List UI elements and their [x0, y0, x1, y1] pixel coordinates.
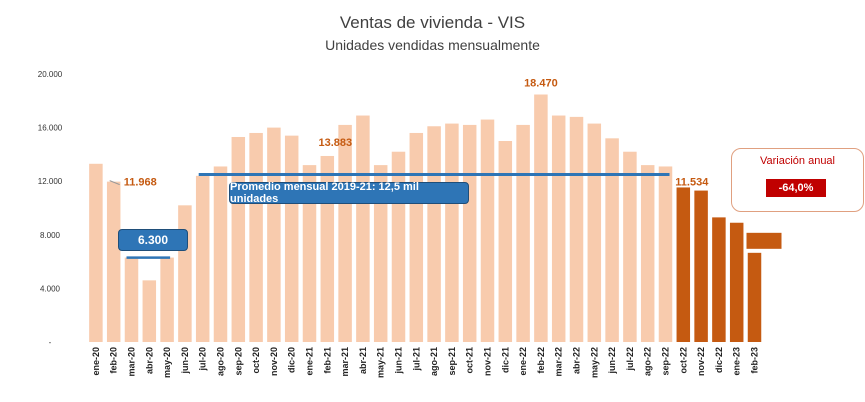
bar — [551, 115, 566, 342]
y-tick-label: 12.000 — [38, 177, 63, 186]
y-tick-label: 20.000 — [38, 70, 63, 79]
bar — [195, 175, 210, 342]
bar — [373, 165, 388, 342]
x-tick-label: sep-22 — [661, 347, 671, 376]
x-tick-label: ene-22 — [518, 347, 528, 376]
x-tick-label: nov-22 — [696, 347, 706, 376]
x-tick-label: may-22 — [589, 347, 599, 378]
annotation-box — [746, 232, 782, 249]
data-label: 6.655 — [750, 236, 778, 248]
x-tick-label: jul-22 — [625, 347, 635, 372]
bar — [178, 205, 192, 342]
bar — [712, 217, 726, 342]
y-tick-label: - — [49, 338, 52, 347]
average-label: Promedio mensual 2019-21: 12,5 mil unida… — [229, 181, 469, 205]
bar — [142, 280, 157, 342]
x-tick-label: sep-21 — [447, 347, 457, 376]
bar — [605, 138, 619, 342]
bar — [498, 141, 513, 342]
y-tick-label: 16.000 — [38, 124, 63, 133]
x-tick-label: ago-21 — [429, 347, 439, 376]
bar — [534, 94, 548, 342]
x-tick-label: dic-21 — [500, 347, 510, 373]
x-tick-label: feb-21 — [322, 347, 332, 374]
bar — [729, 222, 744, 342]
x-tick-label: mar-22 — [554, 347, 564, 377]
bar — [124, 257, 139, 342]
x-tick-label: ene-20 — [91, 347, 101, 376]
data-label: 13.883 — [318, 137, 352, 149]
x-tick-label: jul-21 — [411, 347, 421, 372]
bar — [480, 119, 495, 342]
x-tick-label: feb-22 — [536, 347, 546, 374]
x-tick-label: mar-20 — [127, 347, 137, 377]
data-label: 11.968 — [124, 177, 157, 189]
x-tick-label: oct-22 — [678, 347, 688, 374]
x-tick-label: abr-20 — [144, 347, 154, 374]
x-tick-label: jun-21 — [394, 347, 404, 375]
bar — [356, 115, 370, 342]
x-tick-label: dic-20 — [287, 347, 297, 373]
bar — [284, 135, 299, 342]
x-tick-label: abr-21 — [358, 347, 368, 374]
x-tick-label: may-21 — [376, 347, 386, 378]
bar — [658, 166, 673, 342]
bar — [445, 123, 459, 342]
x-tick-label: dic-22 — [714, 347, 724, 373]
bar — [623, 151, 637, 342]
bar — [747, 252, 762, 342]
bar — [160, 257, 174, 342]
bar — [409, 132, 424, 342]
x-tick-label: feb-20 — [109, 347, 119, 374]
bar — [338, 124, 352, 342]
x-tick-label: ene-23 — [732, 347, 742, 376]
data-label: 18.470 — [524, 78, 558, 90]
y-tick-label: 4.000 — [40, 284, 61, 293]
data-label: 11.534 — [675, 176, 709, 188]
x-tick-label: feb-23 — [750, 347, 760, 374]
x-tick-label: sep-20 — [233, 347, 243, 376]
x-tick-label: jul-20 — [198, 347, 208, 372]
bar — [569, 116, 584, 342]
x-tick-label: oct-21 — [465, 347, 475, 374]
bar — [302, 165, 317, 342]
bar — [89, 163, 103, 342]
x-tick-label: jun-20 — [180, 347, 190, 375]
chart-subtitle: Unidades vendidas mensualmente — [325, 37, 540, 53]
annotation-leader — [109, 180, 120, 186]
bar — [267, 127, 281, 342]
x-tick-label: nov-20 — [269, 347, 279, 376]
x-tick-label: abr-22 — [572, 347, 582, 374]
annual-variation-value: -64,0% — [766, 179, 826, 197]
bar — [516, 124, 530, 342]
bar — [249, 132, 263, 342]
bar — [694, 190, 708, 342]
chart-title: Ventas de vivienda - VIS — [339, 13, 526, 32]
x-tick-label: oct-20 — [251, 347, 261, 374]
bar — [676, 187, 691, 342]
bar — [462, 124, 477, 342]
bar — [106, 181, 121, 342]
annual-variation-panel: Variación anual -64,0% — [731, 148, 864, 212]
x-tick-label: ago-20 — [216, 347, 226, 376]
x-tick-label: ene-21 — [305, 347, 315, 376]
y-tick-label: 8.000 — [40, 231, 61, 240]
annual-variation-title: Variación anual — [759, 155, 835, 167]
bar — [231, 136, 246, 342]
bar — [427, 126, 441, 342]
bar — [587, 123, 602, 342]
x-tick-label: may-20 — [162, 347, 172, 378]
x-tick-label: nov-21 — [483, 347, 493, 376]
x-tick-label: jun-22 — [607, 347, 617, 375]
x-tick-label: ago-22 — [643, 347, 653, 376]
x-tick-label: mar-21 — [340, 347, 350, 377]
bar — [640, 165, 655, 342]
low-value-label: 6.300 — [118, 229, 188, 251]
bar — [213, 166, 228, 342]
